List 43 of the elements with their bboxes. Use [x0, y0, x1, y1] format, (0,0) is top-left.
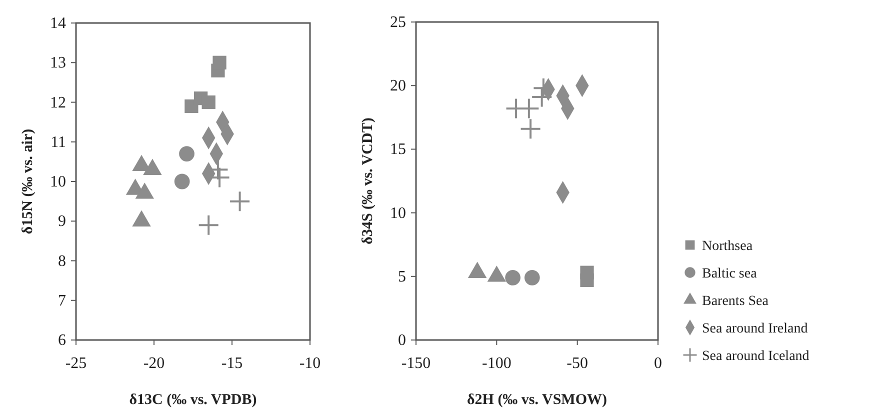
point — [520, 118, 542, 140]
y-tick-label: 15 — [390, 141, 406, 158]
point — [531, 86, 553, 108]
point — [179, 146, 194, 162]
y-tick-label: 11 — [50, 134, 66, 151]
point — [212, 56, 226, 70]
x-tick-label: -15 — [221, 355, 243, 372]
legend-label: Sea around Iceland — [702, 349, 810, 364]
y-tick-label: 10 — [390, 204, 406, 222]
y-tick-label: 12 — [50, 94, 66, 112]
y-tick-label: 6 — [58, 332, 66, 349]
point — [505, 270, 520, 286]
point — [202, 95, 216, 110]
legend-label: Northsea — [702, 239, 754, 254]
x-tick-label: -150 — [401, 355, 431, 372]
y-tick-label: 5 — [398, 268, 406, 286]
x-tick-label: -25 — [65, 355, 87, 372]
point — [580, 273, 594, 288]
legend-label: Baltic sea — [702, 266, 758, 282]
point — [229, 190, 251, 212]
x-axis-title: δ2H (‰ vs. VSMOW) — [466, 392, 608, 408]
y-tick-label: 7 — [58, 292, 66, 310]
x-axis-title: δ13C (‰ vs. VPDB) — [129, 392, 257, 408]
y-tick-label: 0 — [398, 332, 406, 349]
y-tick-label: 8 — [58, 252, 66, 270]
y-tick-label: 9 — [58, 213, 66, 230]
point — [198, 214, 220, 236]
legend-label: Sea around Ireland — [702, 322, 808, 336]
x-tick-label: -50 — [566, 355, 588, 372]
y-tick-label: 25 — [390, 14, 406, 31]
x-tick-label: -100 — [482, 355, 512, 372]
point — [524, 270, 540, 286]
y-tick-label: 13 — [50, 54, 66, 72]
y-tick-label: 14 — [50, 15, 66, 32]
y-axis-title: δ34S (‰ vs. VCDT) — [360, 118, 376, 244]
x-tick-label: -10 — [299, 355, 321, 372]
point — [174, 174, 190, 190]
x-tick-label: -20 — [143, 355, 165, 372]
x-tick-label: 0 — [654, 355, 662, 372]
legend-label: Barents Sea — [702, 294, 770, 309]
y-tick-label: 20 — [390, 78, 406, 95]
y-axis-title: δ15N (‰ vs. air) — [20, 128, 36, 234]
y-tick-label: 10 — [50, 174, 66, 190]
